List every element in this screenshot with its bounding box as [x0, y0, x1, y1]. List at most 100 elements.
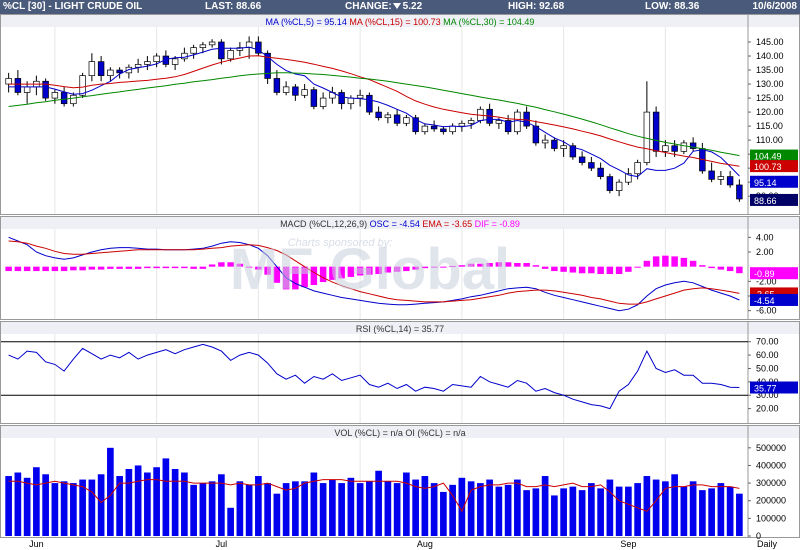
candle-body	[236, 47, 244, 51]
macd-histogram-bar	[384, 266, 392, 273]
candle-body	[273, 78, 281, 93]
macd-histogram-bar	[273, 266, 281, 283]
volume-y-tick: 200000	[756, 496, 786, 506]
macd-histogram-bar	[578, 266, 586, 274]
macd-histogram-bar	[625, 266, 632, 272]
macd-histogram-bar	[70, 266, 77, 271]
volume-bar	[606, 479, 614, 536]
candle-body	[162, 55, 170, 65]
volume-bar	[162, 458, 170, 536]
volume-bar	[292, 481, 299, 536]
volume-bar	[588, 483, 595, 536]
macd-histogram-bar	[79, 266, 86, 271]
macd-histogram-bar	[560, 266, 567, 272]
price-y-tick: 135.00	[756, 65, 784, 75]
x-axis-label: Sep	[620, 539, 636, 549]
macd-histogram-bar	[597, 266, 604, 274]
panel-title-part: MACD (%CL,12,26,9)	[280, 219, 367, 229]
price-y-tick: 115.00	[756, 121, 783, 131]
macd-histogram-bar	[245, 266, 253, 268]
macd-histogram-bar	[366, 266, 373, 275]
candle-body	[60, 92, 68, 105]
volume-bar	[319, 483, 327, 536]
volume-bar	[190, 484, 197, 536]
macd-histogram-bar	[430, 266, 438, 268]
moving-average-line	[8, 46, 740, 178]
candle-body	[14, 78, 22, 93]
chart-header: %CL [30] - LIGHT CRUDE OIL LAST: 88.66 C…	[0, 0, 800, 14]
price-y-tick: 140.00	[756, 51, 784, 61]
volume-bar	[218, 474, 225, 536]
macd-histogram-bar	[588, 266, 595, 274]
macd-histogram-bar	[662, 255, 669, 267]
last-value: 88.66	[236, 1, 262, 12]
chart-date: 10/6/2008	[752, 1, 798, 12]
macd-histogram-bar	[338, 266, 345, 279]
candle-body	[458, 122, 466, 127]
candle-body	[717, 176, 725, 180]
volume-bar	[523, 490, 530, 536]
macd-histogram-bar	[97, 266, 105, 270]
volume-bar	[42, 474, 49, 536]
macd-histogram-bar	[292, 266, 299, 290]
macd-histogram-bar	[504, 262, 512, 267]
high-value: 92.68	[539, 1, 565, 12]
candle-body	[310, 89, 318, 107]
rsi-panel-title: RSI (%CL,14) = 35.77	[356, 324, 444, 334]
macd-histogram-bar	[153, 266, 160, 269]
volume-bar	[181, 472, 188, 536]
candle-body	[495, 120, 503, 124]
macd-histogram-bar	[634, 266, 641, 268]
macd-histogram-bar	[458, 265, 466, 267]
volume-bar	[273, 493, 281, 536]
macd-histogram-bar	[736, 266, 743, 274]
candle-body	[366, 94, 373, 113]
volume-bar	[615, 486, 623, 536]
candle-body	[467, 120, 475, 124]
volume-bar	[51, 483, 59, 536]
macd-histogram-bar	[680, 257, 688, 267]
macd-histogram-bar	[329, 266, 336, 280]
candle-body	[569, 145, 577, 158]
macd-histogram-bar	[440, 266, 447, 268]
macd-histogram-bar	[689, 260, 697, 267]
candle-body	[393, 114, 401, 124]
price-value-tag-bg	[750, 149, 798, 162]
volume-bar	[134, 465, 142, 536]
macd-histogram-bar	[551, 266, 558, 272]
candle-body	[412, 117, 419, 133]
macd-histogram-bar	[23, 266, 31, 272]
volume-average-line	[8, 479, 740, 513]
candle-body	[726, 176, 734, 186]
macd-histogram-bar	[569, 266, 577, 273]
macd-histogram-bar	[199, 266, 207, 269]
volume-bar	[578, 490, 586, 536]
rsi-value-tag: 35.77	[754, 384, 777, 394]
candle-body	[430, 125, 438, 130]
watermark-sponsor-text: Charts sponsored by:	[288, 237, 393, 249]
volume-bar	[597, 488, 604, 536]
rsi-y-tick: 30.00	[756, 390, 779, 400]
macd-histogram-bar	[699, 265, 706, 267]
candle-body	[70, 94, 77, 105]
low-field: LOW: 88.36	[645, 1, 699, 12]
panel-title-part: DIF = -0.89	[472, 219, 520, 229]
volume-bar	[153, 467, 160, 536]
volume-bar	[671, 474, 678, 536]
volume-bar	[412, 479, 419, 536]
volume-bar	[699, 490, 706, 536]
volume-bar	[301, 481, 308, 536]
rsi-y-tick: 50.00	[756, 363, 779, 373]
last-field: LAST: 88.66	[205, 1, 261, 12]
volume-bar	[421, 476, 429, 536]
macd-histogram-bar	[708, 266, 715, 269]
moving-average-line	[8, 55, 740, 167]
candle-body	[541, 139, 549, 144]
macd-y-tick: -6.00	[756, 306, 777, 316]
volume-bar	[23, 477, 31, 536]
volume-bar	[625, 486, 632, 536]
volume-bar	[347, 477, 355, 536]
volume-bar	[560, 488, 567, 536]
candle-body	[634, 162, 641, 175]
volume-bar	[97, 474, 105, 536]
